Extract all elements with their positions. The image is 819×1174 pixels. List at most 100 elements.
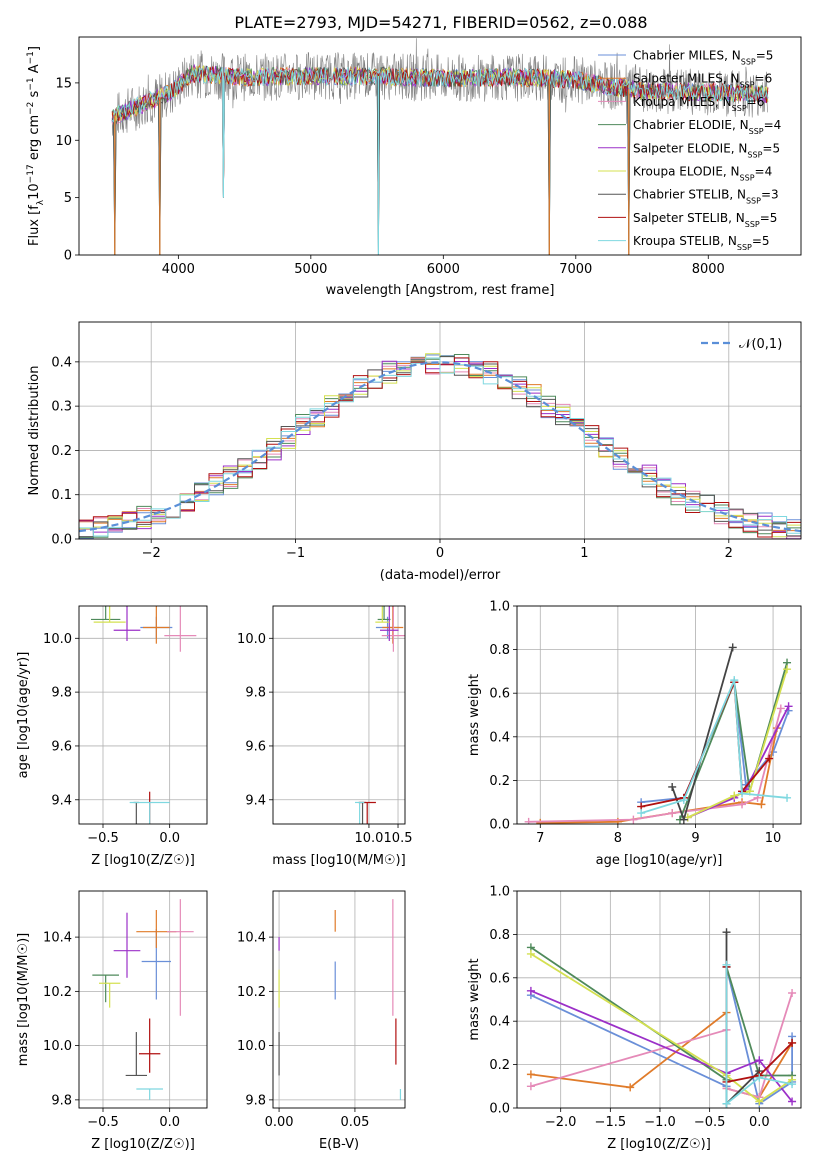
y-label-part: −1	[26, 51, 36, 64]
y-tick-label: 10.4	[237, 931, 266, 946]
weight-line-6	[671, 647, 734, 823]
axes-frame	[516, 890, 802, 1109]
weight-marker	[776, 704, 785, 713]
x-tick-label: −1.5	[595, 1115, 627, 1130]
weight-marker	[788, 1038, 797, 1047]
y-tick-label: 10.4	[43, 931, 72, 946]
weight-marker	[626, 1083, 635, 1092]
y-tick-label: 10.0	[237, 632, 266, 647]
legend-label: Kroupa ELODIE, NSSP=4	[633, 165, 772, 183]
legend-sub: SSP	[737, 243, 752, 252]
plot-area	[354, 606, 405, 824]
weight-line-4	[530, 989, 793, 1103]
panel-weight_vs_Z: −2.0 −1.5 −1.0 −0.5 0.0 0.0 0.2 0.4 0.6 0.8 1.0 Z […	[467, 885, 802, 1152]
weight-marker	[783, 793, 792, 802]
weight-marker	[679, 796, 688, 805]
weight-marker	[738, 789, 747, 798]
y-axis-label: mass [log10(M/M☉)]	[16, 933, 31, 1066]
plot-area	[92, 899, 194, 1100]
weight-marker	[679, 815, 688, 824]
panel-mass_vs_Z: −0.5 0.0 9.8 10.0 10.2 10.4 Z [log10(Z/Z☉)] mas…	[16, 890, 208, 1152]
x-tick-label: 9	[691, 831, 699, 846]
y-tick-label: 15	[55, 76, 72, 91]
x-tick-label: −1.0	[644, 1115, 676, 1130]
y-label-part: A	[27, 64, 42, 77]
legend-label: 𝒩(0,1)	[739, 337, 782, 352]
y-tick-label: 5	[64, 191, 72, 206]
y-label-part: s	[27, 90, 42, 101]
weight-marker	[730, 676, 739, 685]
x-tick-label: 10.5	[384, 831, 413, 846]
legend-text: Chabrier ELODIE, N	[633, 118, 749, 132]
axes-frame	[78, 36, 802, 256]
y-axis-label: age [log10(age/yr)]	[16, 652, 31, 779]
weight-marker	[637, 809, 646, 818]
y-axis-label: mass weight	[467, 958, 482, 1040]
legend-tail: =3	[761, 188, 779, 202]
x-tick-label: 5000	[294, 262, 327, 277]
panel-weight_vs_age: 7 8 9 10 0.0 0.2 0.4 0.6 0.8 1.0 age [log10(age/yr…	[467, 600, 802, 868]
y-label-part: −2	[26, 102, 36, 115]
y-tick-label: 9.8	[51, 1093, 72, 1108]
y-tick-label: 0	[64, 249, 72, 264]
weight-marker	[755, 1056, 764, 1065]
y-tick-label: 9.8	[245, 1093, 266, 1108]
y-tick-label: 9.4	[51, 793, 72, 808]
legend-sub: SSP	[747, 150, 762, 159]
x-tick-label: 10.0	[354, 831, 383, 846]
y-tick-label: 10	[55, 134, 72, 149]
legend-sub: SSP	[746, 196, 761, 205]
y-tick-label: 0.0	[489, 818, 510, 833]
plot-area	[111, 38, 769, 255]
weight-marker	[788, 1080, 797, 1089]
weight-marker	[757, 800, 766, 809]
figure-title: PLATE=2793, MJD=54271, FIBERID=0562, z=0…	[234, 13, 647, 32]
x-axis-label: age [log10(age/yr)]	[596, 853, 723, 868]
weight-marker	[668, 809, 677, 818]
legend-tail: =6	[755, 72, 773, 86]
y-label-part: ]	[27, 46, 42, 51]
y-tick-label: 10.2	[43, 985, 72, 1000]
y-tick-label: 1.0	[489, 885, 510, 900]
panel-mass_vs_EBV: 0.00 0.05 9.8 10.0 10.2 10.4 E(B-V)	[237, 890, 406, 1152]
y-tick-label: 10.2	[237, 985, 266, 1000]
x-tick-label: 0.05	[340, 1115, 369, 1130]
panel-age_vs_Z: −0.5 0.0 9.4 9.6 9.8 10.0 Z [log10(Z/Z☉)] age […	[16, 605, 208, 868]
weight-marker	[526, 1070, 535, 1079]
x-tick-label: 7000	[559, 262, 592, 277]
x-tick-label: −2	[142, 546, 161, 561]
plot-area	[91, 606, 197, 824]
legend-label: Kroupa MILES, NSSP=6	[633, 95, 764, 113]
y-label-part: −1	[26, 77, 36, 90]
x-tick-label: 0.00	[265, 1115, 294, 1130]
y-tick-label: 0.1	[51, 488, 72, 503]
legend-text: Chabrier MILES, N	[633, 49, 741, 63]
weight-marker	[722, 1099, 731, 1108]
legend-sub: SSP	[740, 173, 755, 182]
weight-marker	[526, 986, 535, 995]
x-tick-label: 8000	[692, 262, 725, 277]
weight-marker	[728, 643, 737, 652]
y-tick-label: 9.8	[51, 686, 72, 701]
y-tick-label: 0.0	[489, 1102, 510, 1117]
plot-area	[278, 899, 402, 1100]
y-axis-label: Normed distribution	[27, 366, 42, 496]
legend-sub: SSP	[749, 127, 764, 136]
y-tick-label: 0.8	[489, 643, 510, 658]
legend-sub: SSP	[740, 80, 755, 89]
legend-tail: =5	[756, 49, 774, 63]
legend-label: Salpeter ELODIE, NSSP=5	[633, 141, 780, 159]
x-tick-label: 0	[436, 546, 444, 561]
y-tick-label: 0.2	[489, 1058, 510, 1073]
x-axis-label: Z [log10(Z/Z☉)]	[607, 1137, 711, 1152]
y-tick-label: 9.8	[245, 686, 266, 701]
model-line-8	[111, 65, 769, 198]
x-tick-label: 6000	[427, 262, 460, 277]
weight-line-3	[679, 662, 788, 820]
legend-label: Chabrier ELODIE, NSSP=4	[633, 118, 781, 136]
normal-curve	[79, 361, 801, 533]
x-tick-label: 8	[614, 831, 622, 846]
weight-marker	[738, 800, 747, 809]
